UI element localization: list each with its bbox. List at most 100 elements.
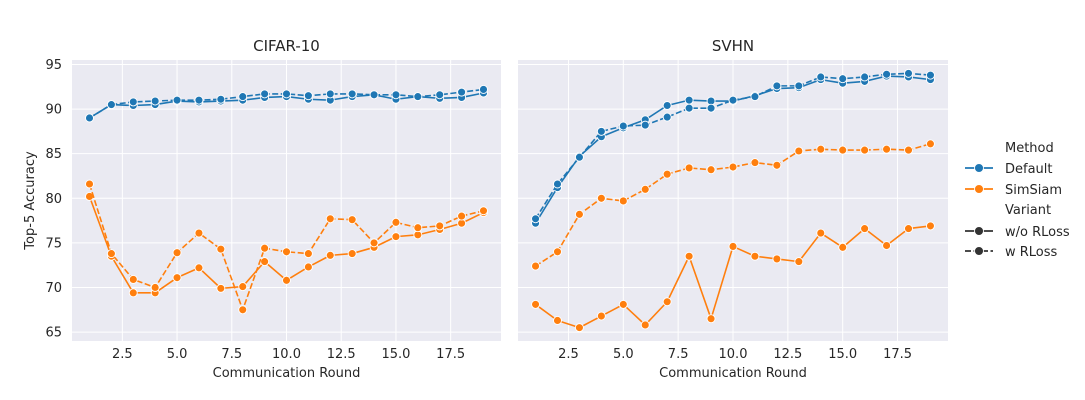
data-point — [750, 158, 760, 168]
y-tick-label: 80 — [45, 192, 62, 207]
data-point — [172, 248, 182, 258]
data-point — [904, 68, 913, 78]
series-simsiam-w-rloss — [85, 179, 488, 315]
x-tick-label: 12.5 — [327, 347, 356, 362]
data-point — [194, 228, 204, 238]
data-point — [194, 95, 204, 105]
data-point — [260, 257, 270, 267]
data-point — [662, 169, 672, 179]
data-point — [772, 160, 782, 170]
legend-variant-label: w RLoss — [1005, 245, 1058, 260]
data-point — [640, 120, 650, 130]
y-tick-label: 70 — [45, 281, 62, 296]
x-tick-label: 10.0 — [272, 347, 301, 362]
data-point — [684, 103, 694, 113]
x-axis-label: Communication Round — [213, 366, 361, 381]
series-simsiam-wo-rloss — [531, 221, 935, 333]
data-point — [303, 249, 313, 259]
data-point — [706, 314, 716, 324]
data-point — [728, 241, 738, 251]
legend-method-title: Method — [1005, 141, 1054, 156]
data-point — [574, 152, 584, 162]
data-point — [662, 112, 672, 122]
data-point — [106, 100, 116, 110]
data-point — [85, 179, 94, 189]
data-point — [369, 90, 379, 100]
data-point — [904, 224, 913, 234]
x-tick-label: 17.5 — [436, 347, 465, 362]
data-point — [596, 126, 606, 136]
data-point — [816, 72, 826, 82]
data-point — [618, 299, 628, 309]
data-point — [260, 89, 270, 99]
legend-marker — [974, 246, 984, 256]
x-tick-label: 2.5 — [558, 347, 579, 362]
data-point — [303, 262, 313, 272]
data-point — [413, 223, 423, 233]
data-point — [128, 274, 138, 284]
data-point — [531, 214, 541, 224]
legend-marker — [974, 226, 984, 236]
data-point — [238, 282, 248, 292]
data-point — [347, 249, 357, 259]
data-point — [794, 81, 804, 91]
data-point — [347, 89, 357, 99]
data-point — [216, 94, 226, 104]
data-point — [596, 193, 606, 203]
data-point — [596, 311, 606, 321]
x-tick-label: 10.0 — [719, 347, 748, 362]
legend-method-default: Default — [1005, 162, 1053, 177]
x-tick-label: 15.0 — [828, 347, 857, 362]
legend-marker — [974, 184, 984, 194]
data-point — [925, 221, 935, 231]
data-point — [904, 145, 913, 155]
data-point — [282, 275, 291, 285]
x-axis-label: Communication Round — [659, 366, 807, 381]
data-point — [553, 179, 562, 189]
data-point — [684, 163, 694, 173]
series-simsiam-w-rloss — [531, 139, 935, 271]
data-point — [457, 211, 467, 221]
y-tick-label: 95 — [45, 58, 62, 73]
x-tick-label: 15.0 — [381, 347, 410, 362]
data-point — [882, 69, 892, 79]
data-point — [150, 283, 160, 292]
data-point — [194, 263, 204, 273]
series-default-w-rloss — [531, 68, 935, 224]
legend-variant-label: w/o RLoss — [1005, 225, 1070, 240]
x-tick-label: 2.5 — [112, 347, 133, 362]
data-point — [479, 84, 488, 94]
data-point — [838, 145, 848, 155]
x-tick-label: 12.5 — [773, 347, 802, 362]
data-point — [128, 288, 138, 298]
data-point — [860, 145, 870, 155]
data-point — [106, 249, 116, 259]
data-point — [618, 196, 628, 206]
data-point — [457, 87, 467, 97]
data-point — [574, 323, 584, 333]
x-tick-label: 5.0 — [613, 347, 634, 362]
x-tick-label: 17.5 — [883, 347, 912, 362]
data-point — [282, 247, 291, 257]
data-point — [794, 146, 804, 156]
data-point — [216, 283, 226, 293]
data-point — [772, 81, 782, 91]
data-point — [925, 139, 935, 149]
data-point — [172, 273, 182, 283]
data-point — [662, 101, 672, 110]
panel-1: 2.5 5.0 7.5 10.0 12.5 15.0 17.5 SVHN Communicati… — [518, 37, 948, 381]
data-point — [303, 91, 313, 101]
data-point — [216, 244, 226, 254]
data-point — [772, 254, 782, 264]
data-point — [838, 74, 848, 84]
data-point — [925, 70, 935, 80]
data-point — [750, 92, 760, 102]
x-tick-label: 5.0 — [167, 347, 188, 362]
data-point — [728, 162, 738, 172]
data-point — [553, 247, 562, 257]
legend-marker — [974, 163, 984, 173]
data-point — [479, 206, 488, 216]
data-point — [531, 261, 541, 271]
data-point — [728, 95, 738, 105]
